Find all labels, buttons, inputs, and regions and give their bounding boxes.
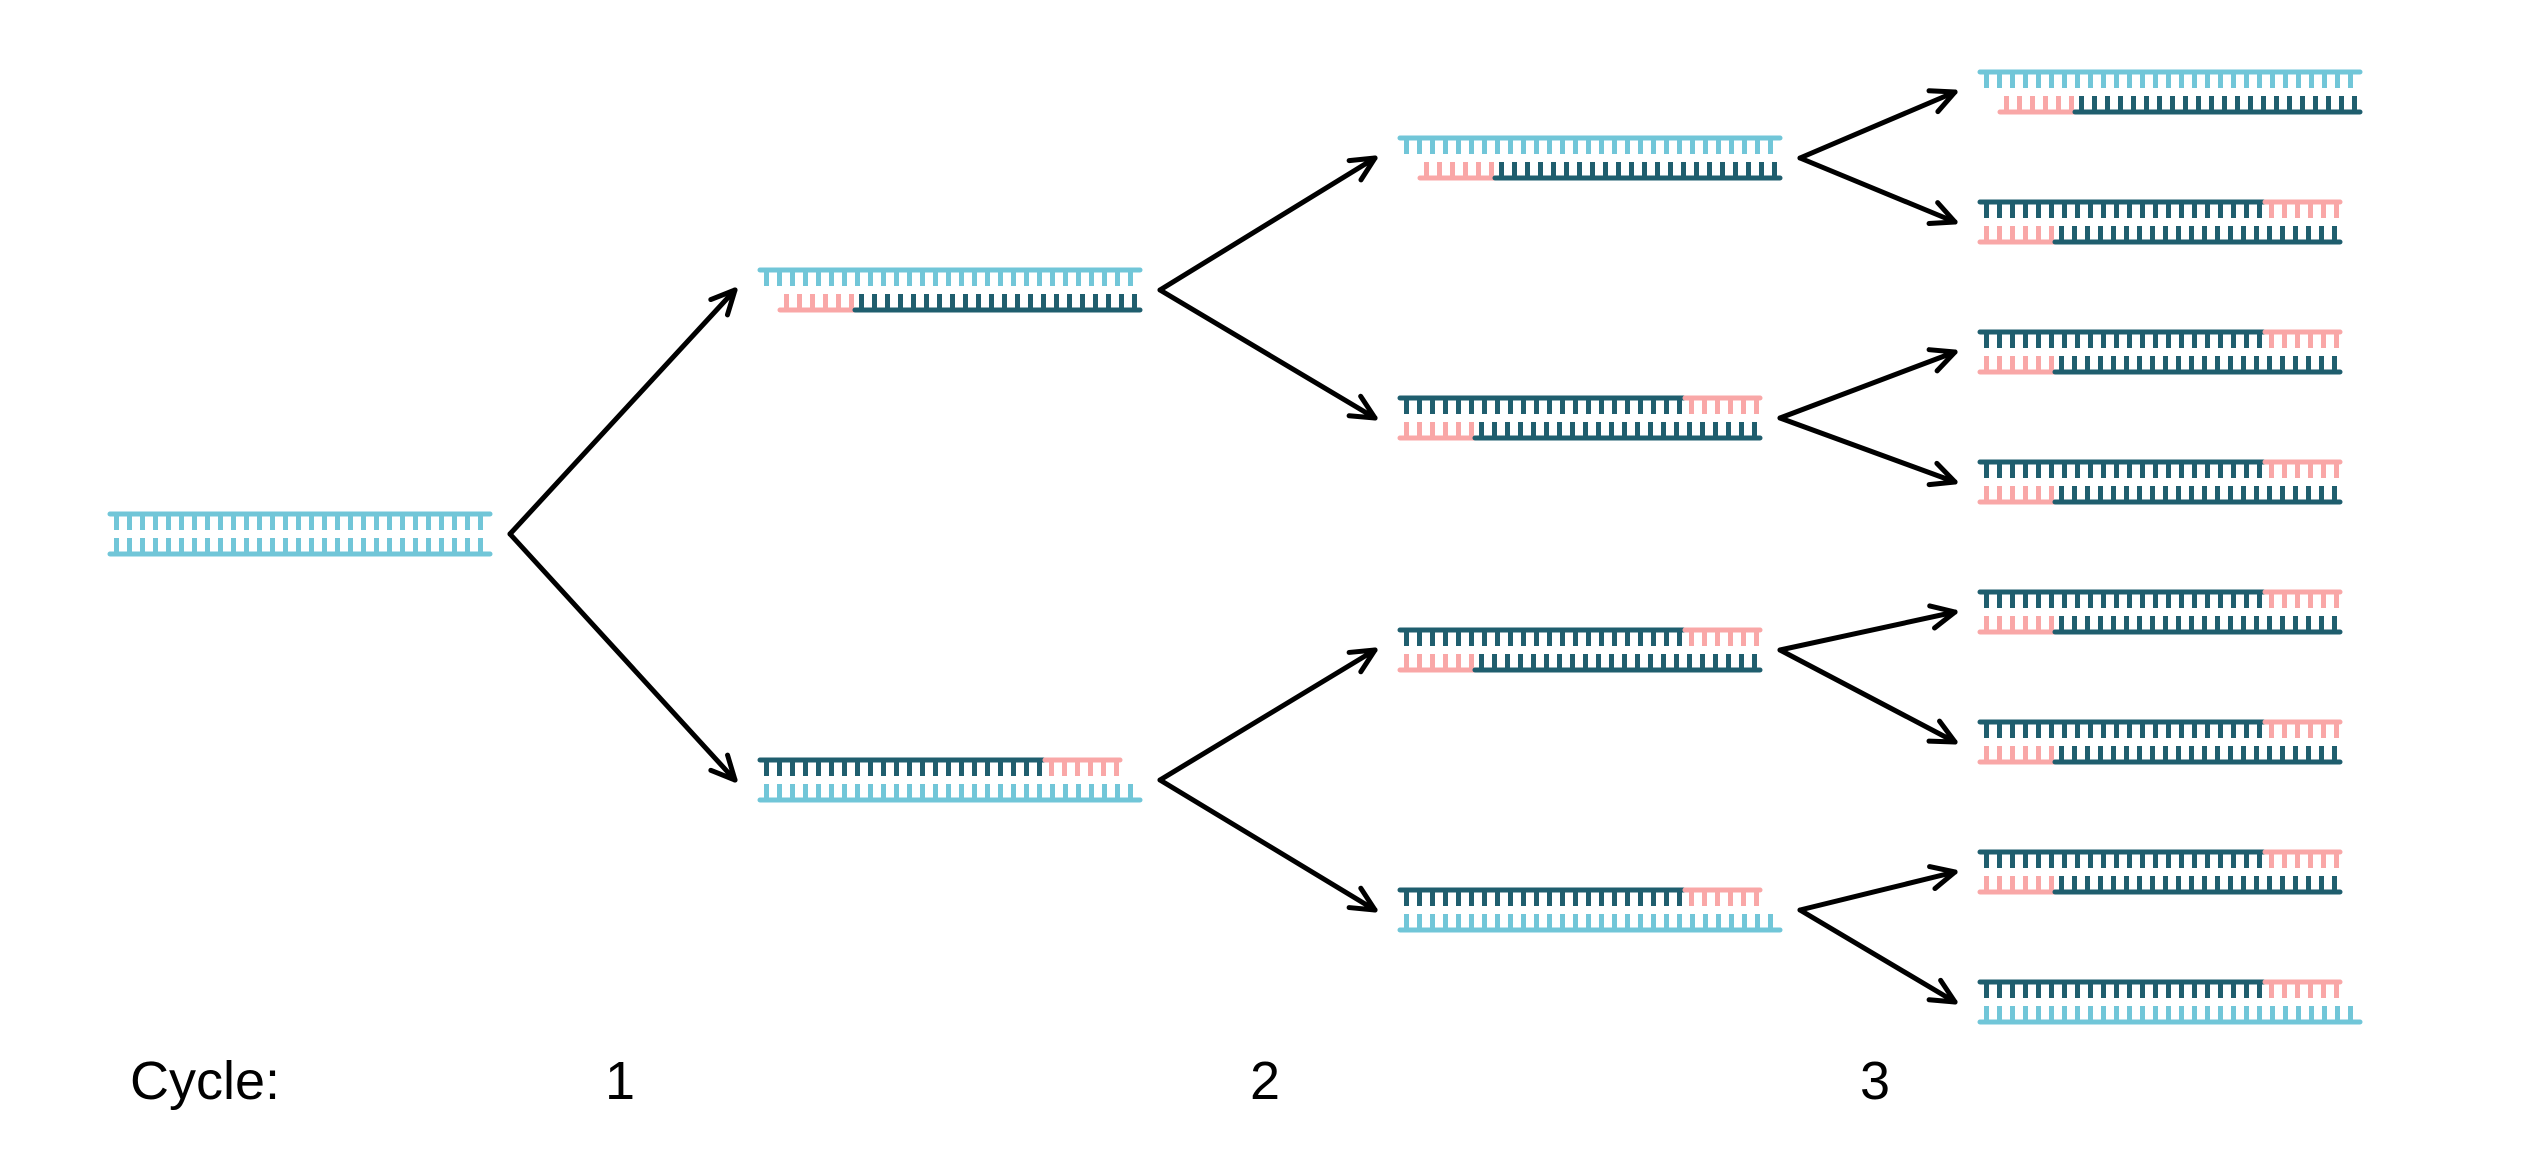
dna-fragment [1980, 72, 2360, 112]
cycle-number-1: 1 [605, 1050, 635, 1112]
dna-fragment [760, 760, 1140, 800]
dna-fragment [1400, 890, 1780, 930]
dna-fragment [1400, 630, 1760, 670]
arrow [1780, 350, 1955, 418]
arrow [1800, 91, 1955, 158]
cycle-number-3: 3 [1860, 1050, 1890, 1112]
dna-fragment [1980, 592, 2340, 632]
dna-fragment [1980, 462, 2340, 502]
arrow [1160, 290, 1375, 418]
arrow [510, 534, 735, 780]
cycle-number-2: 2 [1250, 1050, 1280, 1112]
arrow [1800, 910, 1955, 1002]
dna-fragment [1980, 982, 2360, 1022]
arrow [1780, 650, 1955, 742]
arrow [1800, 158, 1955, 224]
arrow [1780, 606, 1955, 650]
dna-fragment [1400, 138, 1780, 178]
dna-fragment [110, 514, 490, 554]
arrow [1160, 780, 1375, 910]
dna-fragment [1980, 332, 2340, 372]
arrow [510, 290, 735, 534]
cycle-label-text: Cycle: [130, 1050, 280, 1112]
arrow [1160, 158, 1375, 290]
arrow [1800, 867, 1955, 910]
dna-fragment [1980, 722, 2340, 762]
arrow [1160, 650, 1375, 780]
dna-fragment [1400, 398, 1760, 438]
dna-fragment [1980, 852, 2340, 892]
arrow [1780, 418, 1955, 485]
diagram-svg [0, 0, 2538, 1163]
pcr-diagram: Cycle: 1 2 3 [0, 0, 2538, 1163]
dna-fragment [760, 270, 1140, 310]
dna-fragment [1980, 202, 2340, 242]
